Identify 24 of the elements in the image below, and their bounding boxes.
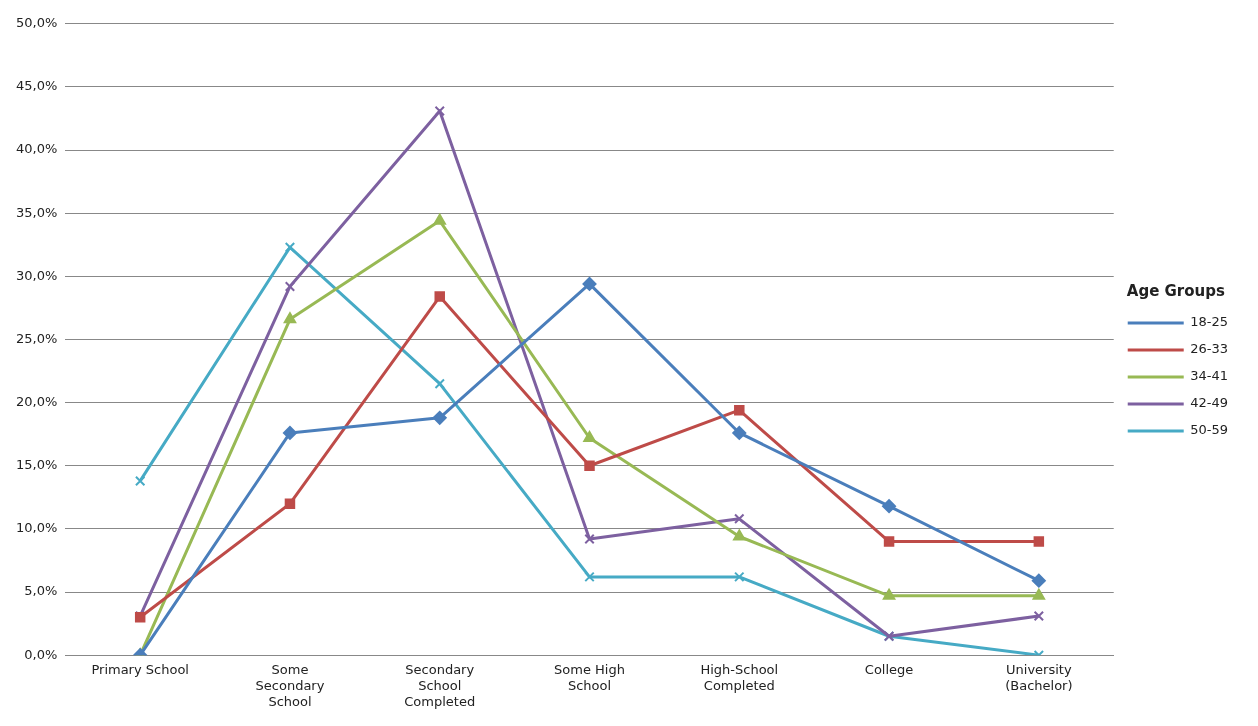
y-tick-label: 40,0% (15, 141, 58, 157)
y-tick-label: 50,0% (15, 15, 58, 31)
x-tick-label: High-School Completed (700, 662, 779, 693)
legend-label: 34-41 (1190, 368, 1229, 384)
legend-label: 18-25 (1190, 314, 1229, 330)
y-tick-label: 20,0% (15, 394, 58, 410)
x-tick-label: Secondary School Completed (404, 662, 476, 709)
y-tick-label: 45,0% (15, 78, 58, 94)
y-tick-label: 35,0% (15, 204, 58, 220)
x-tick-label: University (Bachelor) (1005, 662, 1073, 693)
legend-title: Age Groups (1126, 281, 1225, 300)
legend-label: 26-33 (1190, 341, 1229, 357)
x-tick-label: Some Secondary School (255, 662, 325, 709)
x-tick-label: Some High School (554, 662, 625, 693)
legend-label: 50-59 (1190, 422, 1229, 438)
y-tick-label: 25,0% (15, 330, 58, 346)
y-tick-label: 30,0% (15, 267, 58, 283)
x-tick-label: College (864, 662, 914, 678)
legend-label: 42-49 (1190, 395, 1229, 411)
y-tick-label: 15,0% (15, 457, 58, 473)
x-tick-label: Primary School (91, 662, 189, 678)
y-tick-label: 10,0% (15, 520, 58, 536)
y-tick-label: 0,0% (24, 646, 58, 662)
y-tick-label: 5,0% (24, 583, 58, 599)
